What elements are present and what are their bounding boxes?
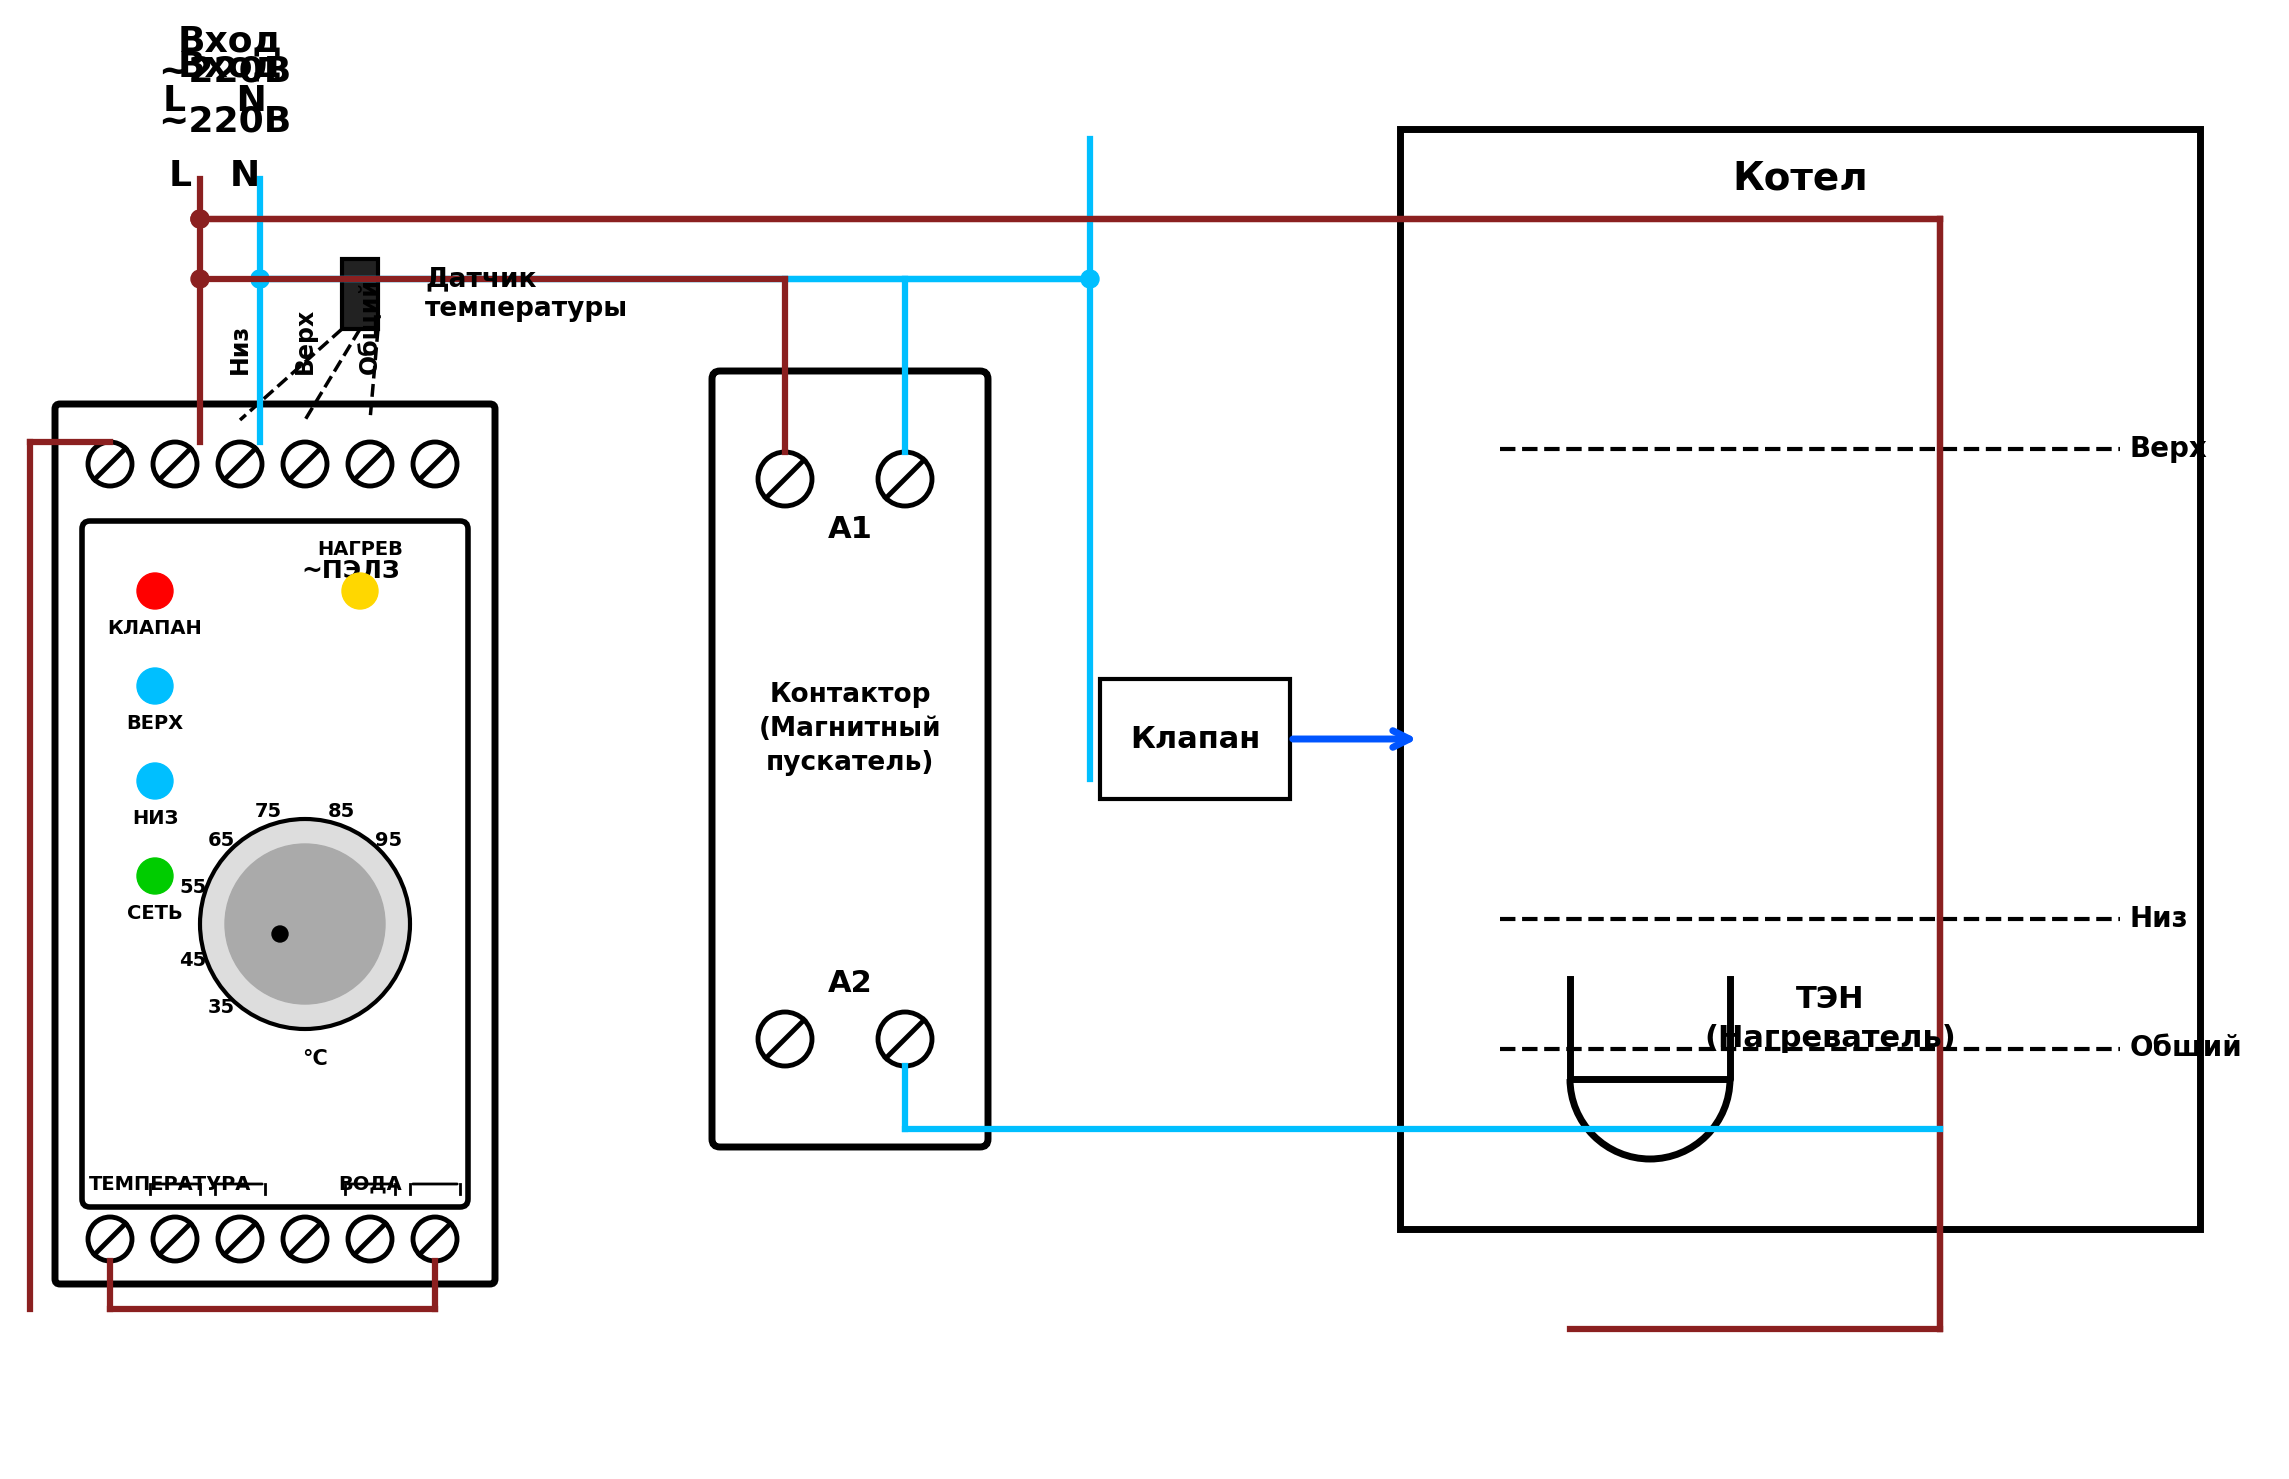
Circle shape [190, 271, 208, 288]
Text: 35: 35 [208, 998, 236, 1018]
Text: L    N: L N [163, 84, 268, 118]
Text: А1: А1 [829, 515, 872, 543]
Text: ТЕМПЕРАТУРА: ТЕМПЕРАТУРА [89, 1174, 252, 1194]
Bar [341, 259, 378, 328]
Text: Вход: Вход [179, 24, 282, 58]
Text: Низ: Низ [229, 324, 252, 374]
Text: ~220В: ~220В [158, 104, 291, 138]
Text: Контактор
(Магнитный
пускатель): Контактор (Магнитный пускатель) [758, 682, 941, 776]
FancyBboxPatch shape [82, 521, 467, 1207]
Bar [1101, 679, 1291, 799]
Circle shape [190, 210, 208, 228]
Circle shape [137, 669, 174, 704]
Bar [1401, 129, 2200, 1229]
Text: 85: 85 [327, 802, 355, 821]
Text: ВЕРХ: ВЕРХ [126, 714, 183, 734]
Text: Верх: Верх [2131, 435, 2209, 463]
Circle shape [252, 271, 270, 288]
Text: Клапан: Клапан [1131, 725, 1261, 753]
Circle shape [199, 819, 410, 1029]
Text: ~ПЭЛЗ: ~ПЭЛЗ [302, 559, 401, 583]
FancyBboxPatch shape [55, 404, 494, 1284]
Text: °C: °C [302, 1049, 327, 1069]
Text: КЛАПАН: КЛАПАН [108, 620, 201, 637]
Circle shape [137, 763, 174, 799]
Circle shape [137, 858, 174, 893]
Text: НИЗ: НИЗ [133, 809, 179, 828]
Text: Общий: Общий [357, 278, 382, 374]
Text: 65: 65 [208, 831, 236, 850]
Text: НАГРЕВ: НАГРЕВ [318, 540, 403, 559]
Text: 45: 45 [179, 951, 206, 970]
Text: ТЭН
(Нагреватель): ТЭН (Нагреватель) [1703, 985, 1955, 1053]
Text: ВОДА: ВОДА [339, 1174, 403, 1194]
Circle shape [252, 271, 270, 288]
Circle shape [190, 210, 208, 228]
Text: 55: 55 [179, 879, 206, 898]
Text: СЕТЬ: СЕТЬ [128, 904, 183, 923]
Text: Вход: Вход [179, 49, 282, 83]
Circle shape [137, 572, 174, 609]
FancyBboxPatch shape [712, 371, 989, 1148]
Text: Котел: Котел [1733, 160, 1868, 198]
Text: Верх: Верх [293, 308, 316, 374]
Circle shape [341, 572, 378, 609]
Text: 75: 75 [254, 802, 282, 821]
Text: 95: 95 [375, 831, 403, 850]
Text: ~220В: ~220В [158, 55, 291, 87]
Circle shape [272, 926, 288, 942]
Text: А2: А2 [829, 970, 872, 998]
Text: Датчик
температуры: Датчик температуры [426, 266, 627, 322]
Text: Общий: Общий [2131, 1035, 2243, 1063]
Text: L   N: L N [169, 160, 261, 192]
Circle shape [224, 845, 385, 1004]
Text: Низ: Низ [2131, 905, 2188, 933]
Circle shape [1080, 271, 1099, 288]
